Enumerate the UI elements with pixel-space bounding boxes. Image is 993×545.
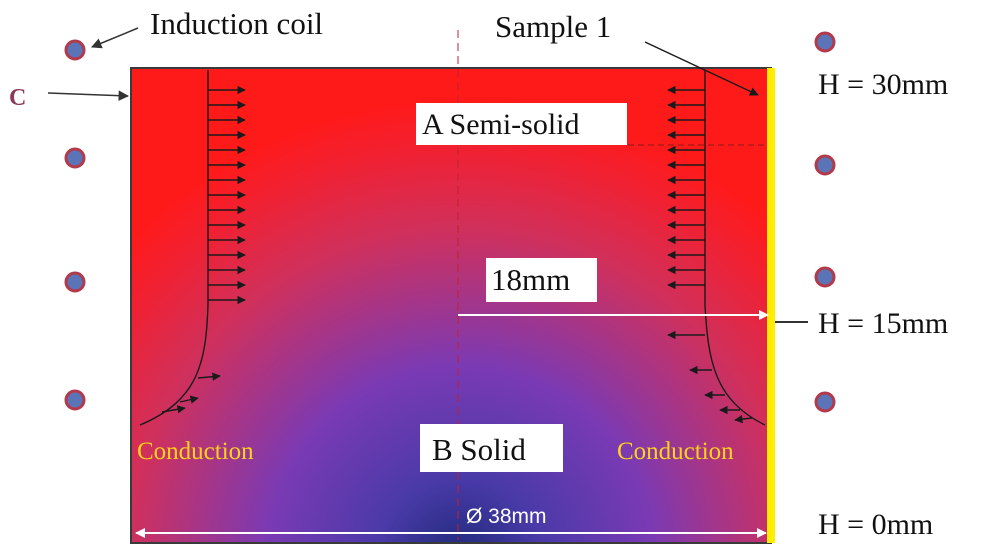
radius-label-box: [486, 258, 597, 302]
coil-cross-section-icon: [814, 391, 836, 413]
height-mid-label: H = 15mm: [818, 307, 948, 340]
induction-coil-right-column: [814, 31, 836, 413]
diameter-label: Ø 38mm: [466, 505, 547, 528]
left-flux-arrows: [139, 70, 246, 426]
right-flux-arrows: [667, 70, 766, 426]
induction-coil-label: Induction coil: [150, 6, 323, 41]
induction-coil-left-column: [64, 39, 86, 411]
conduction-left-label: Conduction: [137, 438, 254, 465]
region-a-label-box: [416, 103, 627, 145]
conduction-right-label: Conduction: [617, 438, 734, 465]
point-c-pointer: [47, 90, 130, 101]
induction-coil-pointer: [91, 27, 139, 49]
point-c-label: C: [9, 85, 26, 111]
coil-cross-section-icon: [64, 271, 86, 293]
height-top-label: H = 30mm: [818, 68, 948, 101]
radius-label: 18mm: [491, 262, 570, 297]
sample-pointer: [644, 41, 759, 96]
region-b-label-box: [420, 424, 563, 472]
coil-cross-section-icon: [814, 154, 836, 176]
height-bottom-label: H = 0mm: [818, 508, 933, 541]
coil-cross-section-icon: [814, 266, 836, 288]
region-b-label: B Solid: [432, 432, 526, 467]
sample-edge-line: [767, 68, 775, 543]
coil-cross-section-icon: [64, 389, 86, 411]
coil-cross-section-icon: [64, 39, 86, 61]
coil-cross-section-icon: [64, 147, 86, 169]
coil-cross-section-icon: [814, 31, 836, 53]
region-a-label: A Semi-solid: [422, 108, 580, 141]
sample-label: Sample 1: [495, 9, 611, 44]
